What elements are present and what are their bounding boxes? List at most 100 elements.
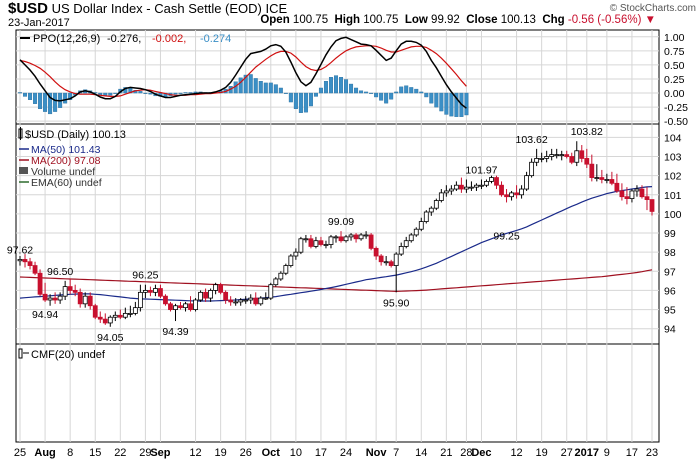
candle-body	[77, 291, 83, 305]
candle-body	[102, 318, 108, 324]
price-tick-label: 97	[664, 266, 676, 278]
price-panel	[15, 123, 660, 345]
candle-body	[378, 255, 384, 263]
x-tick-label: 21	[440, 447, 452, 459]
ppo-histogram-bar	[298, 92, 303, 113]
candlesticks	[17, 141, 655, 327]
candle-body	[137, 291, 143, 309]
candle-body	[298, 238, 304, 253]
ppo-histogram-bar	[404, 85, 409, 94]
ppo-histogram-bar	[263, 82, 268, 94]
ppo-histogram-bar	[424, 92, 429, 98]
candle-body	[87, 295, 93, 307]
chart-date: 23-Jan-2017	[8, 17, 70, 29]
ppo-histogram-bar	[339, 77, 344, 94]
candle-body	[338, 236, 344, 242]
price-tick-label: 95	[664, 305, 676, 317]
ppo-histogram-bar	[248, 74, 253, 94]
candle-body	[639, 188, 645, 198]
ppo-histogram-bar	[48, 92, 53, 115]
ppo-histogram-bar	[253, 78, 258, 94]
hist-legend-value: -0.274	[200, 33, 231, 45]
ppo-histogram-bar	[374, 92, 379, 98]
x-tick-label: Oct	[262, 447, 281, 459]
candle-body	[278, 272, 284, 280]
ppo-histogram-bar	[369, 92, 374, 94]
candle-body	[353, 234, 359, 240]
x-tick-label: 9	[604, 447, 610, 459]
candle-body	[178, 305, 183, 309]
candle-body	[469, 186, 474, 189]
candle-body	[609, 179, 615, 184]
candle-body	[132, 307, 138, 314]
price-annotation: 95.90	[383, 297, 409, 309]
candle-body	[398, 246, 404, 255]
ppo-tick-label: 0.50	[664, 60, 685, 72]
candle-body	[32, 265, 38, 274]
ppo-histogram-bar	[18, 92, 23, 94]
low-label: Low	[404, 14, 428, 26]
ppo-lines	[19, 36, 467, 109]
candle-body	[198, 291, 203, 301]
price-annotation: 96.25	[132, 270, 158, 282]
ma50-legend-label: MA(50) 101.43	[31, 144, 101, 156]
chg-down-icon: ▼	[644, 14, 656, 26]
candle-body	[42, 293, 48, 301]
candle-body	[634, 188, 640, 192]
candle-body	[92, 305, 98, 318]
cmf-legend: CMF(20) undef	[18, 348, 106, 361]
ppo-legend-title: PPO(12,26,9)	[33, 33, 100, 45]
ema-legend-label: EMA(60) undef	[31, 177, 102, 189]
candle-body	[589, 163, 595, 178]
price-annotation: 99.25	[493, 230, 519, 242]
ppo-histogram-bar	[63, 92, 68, 104]
candle-body	[283, 265, 289, 274]
candle-body	[163, 295, 168, 305]
candle-body	[599, 177, 605, 180]
x-tick-label: 12	[510, 447, 522, 459]
candle-body	[52, 297, 58, 301]
price-tick-label: 98	[664, 247, 676, 259]
ppo-histogram-bar	[394, 91, 399, 94]
symbol: $USD	[8, 0, 49, 17]
ppo-histogram-bar	[359, 90, 364, 94]
x-tick-label: 12	[189, 447, 201, 459]
candle-body	[524, 175, 530, 190]
stockcharts-logo[interactable]: © StockCharts.com	[609, 3, 696, 14]
ppo-histogram-bar	[238, 77, 243, 94]
open-value: 100.75	[292, 14, 329, 26]
price-legend: $USD (Daily) 100.13 MA(50) 101.43 MA(200…	[18, 127, 126, 189]
candle-body	[107, 316, 113, 324]
candle-body	[383, 261, 389, 264]
ppo-histogram-bar	[183, 92, 188, 94]
ppo-histogram-bar	[268, 82, 273, 94]
close-value: 100.13	[500, 14, 536, 26]
ppo-histogram-bar	[188, 92, 193, 94]
ppo-histogram-bar	[23, 92, 28, 97]
candle-body	[363, 234, 369, 237]
candle-body	[594, 177, 600, 179]
ppo-histogram-bar	[414, 88, 419, 94]
cmf-legend-title: CMF(20) undef	[31, 349, 106, 361]
candle-body	[499, 184, 504, 196]
candle-body	[584, 158, 590, 165]
candle-body	[448, 188, 454, 192]
ppo-histogram-bar	[38, 92, 43, 110]
chg-value: -0.56 (-0.56%)	[567, 14, 642, 26]
ppo-histogram-bar	[409, 87, 414, 94]
x-tick-label: 17	[315, 447, 327, 459]
x-tick-label: 7	[393, 447, 399, 459]
x-tick-label: 14	[415, 447, 427, 459]
ppo-histogram-bar	[349, 83, 354, 94]
candle-body	[509, 192, 514, 198]
candle-body	[649, 199, 655, 212]
candle-body	[604, 179, 610, 181]
high-label: High	[334, 14, 361, 26]
candle-body	[614, 182, 620, 192]
ppo-histogram-bar	[334, 75, 339, 94]
ppo-histogram-bar	[449, 92, 454, 117]
ppo-histogram-bar	[439, 92, 444, 112]
candle-body	[223, 291, 229, 301]
chg-label: Chg	[542, 14, 565, 26]
